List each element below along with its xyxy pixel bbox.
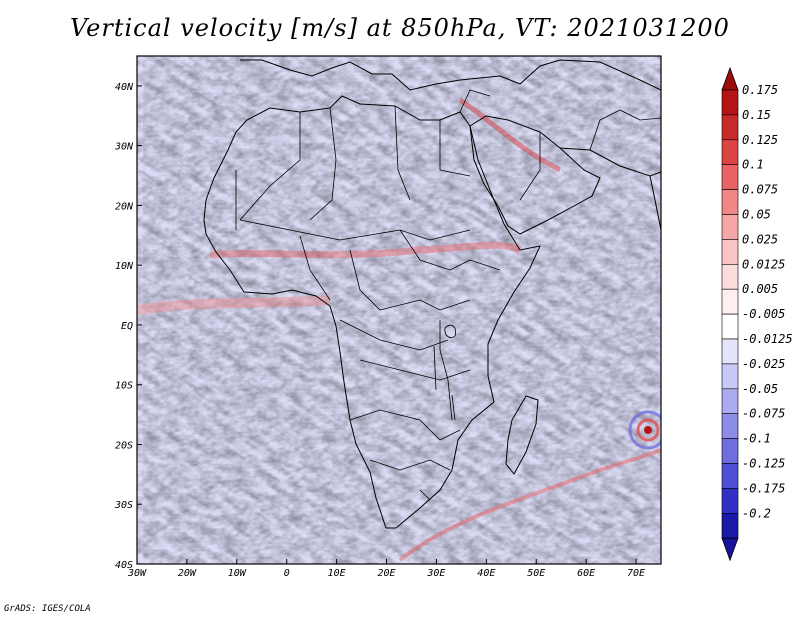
colorbar-swatch — [721, 388, 739, 414]
iran-coastline — [559, 147, 661, 177]
lon-tick-label: 20E — [377, 568, 395, 579]
great-lakes — [433, 324, 457, 421]
colorbar-label: 0.175 — [742, 83, 778, 97]
india-coastline — [649, 175, 661, 231]
colorbar-swatch — [721, 89, 739, 116]
grads-credit: GrADS: IGES/COLA — [4, 604, 91, 614]
lat-tick-label: 20S — [115, 440, 133, 451]
colorbar-swatch — [721, 413, 739, 439]
colorbar-label: 0.025 — [742, 232, 778, 246]
middle-east-band — [458, 97, 562, 173]
lon-tick-label: 30W — [127, 568, 147, 579]
lat-tick-label: 30N — [114, 142, 134, 153]
colorbar-swatch — [721, 114, 739, 141]
colorbar-label: -0.175 — [742, 481, 785, 495]
itcz-band — [209, 241, 522, 259]
colorbar-label: -0.05 — [742, 382, 778, 396]
colorbar-label: -0.2 — [742, 506, 771, 520]
equatorial-convergence-band — [137, 295, 331, 315]
lat-tick-label: 40S — [115, 560, 133, 571]
tropical-cyclone — [628, 410, 661, 450]
page-title: Vertical velocity [m/s] at 850hPa, VT: 2… — [70, 14, 730, 42]
lon-tick-label: 20W — [178, 568, 197, 579]
lat-tick-label: EQ — [121, 321, 133, 332]
colorbar-label: -0.1 — [742, 432, 771, 446]
colorbar-label: 0.0125 — [742, 257, 785, 271]
colorbar-swatch — [721, 214, 739, 240]
lon-tick-label: 70E — [627, 568, 645, 579]
ascending-motion-texture — [143, 60, 661, 564]
colorbar-label: -0.075 — [742, 407, 785, 421]
colorbar-swatch — [721, 239, 739, 265]
colorbar-label: -0.005 — [742, 307, 785, 321]
colorbar-swatch — [721, 164, 739, 190]
arabia-coastline — [469, 115, 601, 235]
southern-frontal-band — [398, 448, 661, 562]
colorbar-label: -0.125 — [742, 457, 785, 471]
colorbar: 0.175 0.15 0.125 0.1 0.075 0.05 0.025 0.0125 0.0… — [721, 66, 793, 562]
lat-tick-label: 10S — [115, 381, 133, 392]
lat-tick-label: 30S — [114, 500, 133, 511]
lat-tick-label: 40N — [115, 82, 134, 93]
colorbar-swatch — [721, 512, 739, 539]
lon-tick-label: 10E — [328, 568, 346, 579]
colorbar-label: 0.05 — [742, 208, 771, 222]
lon-tick-label: 30E — [426, 568, 445, 579]
colorbar-label: 0.15 — [742, 108, 771, 122]
colorbar-swatch — [721, 139, 739, 166]
lon-tick-label: 0 — [284, 568, 290, 579]
lon-tick-label: 60E — [577, 568, 595, 579]
colorbar-swatch — [721, 438, 739, 464]
colorbar-swatch — [721, 263, 739, 290]
coastlines — [203, 59, 661, 529]
latitude-axis: 40N 30N 20N 10N EQ 10S 20S 30S 40S — [114, 82, 142, 571]
lat-tick-label: 10N — [115, 261, 134, 272]
colorbar-label: 0.005 — [742, 282, 778, 296]
lon-tick-label: 40E — [477, 568, 495, 579]
colorbar-label: 0.125 — [742, 133, 778, 147]
lon-tick-label: 10W — [228, 568, 247, 579]
country-borders — [235, 89, 661, 501]
colorbar-swatch — [721, 363, 739, 390]
colorbar-bottom-arrow — [721, 537, 739, 562]
map-frame — [136, 55, 662, 565]
europe-coastline — [240, 59, 661, 91]
colorbar-top-arrow — [721, 66, 739, 91]
colorbar-swatch — [721, 338, 739, 365]
lat-tick-label: 20N — [115, 201, 134, 212]
africa-coastline — [203, 95, 541, 529]
colorbar-swatch — [721, 463, 739, 489]
colorbar-swatch — [721, 488, 739, 514]
colorbar-label: 0.075 — [742, 183, 778, 197]
colorbar-swatch — [721, 313, 739, 340]
longitude-axis: 30W 20W 10W 0 10E 20E 30E 40E 50E 60E 70E — [127, 559, 645, 579]
colorbar-label: -0.025 — [742, 357, 785, 371]
madagascar-coastline — [505, 395, 539, 475]
colorbar-swatch — [721, 189, 739, 215]
colorbar-label: 0.1 — [742, 158, 764, 172]
lon-tick-label: 50E — [527, 568, 545, 579]
colorbar-label: -0.0125 — [742, 332, 793, 346]
map-plot-area — [136, 55, 662, 565]
colorbar-swatch — [721, 288, 739, 315]
